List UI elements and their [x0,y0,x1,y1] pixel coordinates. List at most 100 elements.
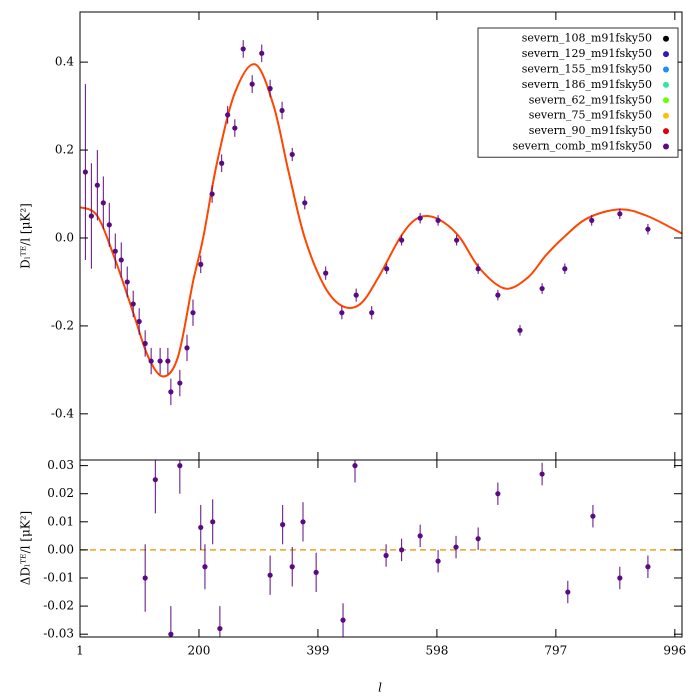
legend-label: severn_155_m91fsky50 [522,63,652,76]
data-point [219,160,225,166]
x-tick-label: 797 [544,644,567,658]
legend-label: severn_129_m91fsky50 [522,47,652,60]
legend-marker [663,128,669,135]
y-tick-label: 0.02 [47,486,74,500]
data-point [589,217,595,223]
y-tick-label: -0.01 [43,571,74,585]
data-point [323,270,329,276]
data-point [562,266,568,272]
y-tick-label: -0.02 [43,599,74,613]
legend-box [477,27,679,158]
y-tick-label: 0.0 [55,230,74,244]
legend-label: severn_75_m91fsky50 [529,109,652,122]
data-point [417,533,423,539]
y-axis-label: Dₗᵀᴱ/l [μK²] [19,203,33,269]
data-point [190,310,196,316]
data-point [177,380,183,386]
legend-label: severn_62_m91fsky50 [529,93,652,106]
data-point [475,536,481,542]
legend-marker [663,112,669,119]
data-point [232,125,238,131]
data-point [340,617,346,623]
data-point [184,345,190,351]
data-point [148,358,154,364]
data-point [617,211,623,217]
data-point [289,564,295,570]
data-point [198,524,204,531]
data-point [168,389,174,395]
data-point [210,519,216,525]
x-tick-label: 996 [663,644,686,658]
y-tick-label: 0.01 [47,514,74,528]
data-point [399,237,405,243]
legend-label: severn_90_m91fsky50 [529,124,652,137]
data-point [88,213,94,219]
data-point [539,471,545,477]
data-point [100,200,106,206]
y-axis-label: ΔDₗᵀᴱ/l [μK²] [19,511,33,585]
data-point [217,625,223,632]
data-point [435,558,441,564]
data-point [289,151,295,158]
data-point [130,301,136,307]
data-point [202,564,208,570]
data-point [590,513,596,519]
y-tick-label: 0.2 [55,143,74,157]
y-tick-label: -0.4 [51,406,75,420]
plot-area [80,460,682,637]
data-point [267,572,273,578]
legend-label: severn_186_m91fsky50 [522,78,652,91]
data-point [369,310,375,316]
x-tick-label: 598 [425,644,448,658]
data-point [82,169,88,175]
data-point [454,237,460,243]
data-point [383,552,389,559]
legend-marker [663,97,669,104]
data-point [302,200,308,206]
data-point [112,248,118,254]
data-point [198,261,204,267]
y-tick-label: -0.2 [51,318,74,332]
data-point [118,257,124,263]
x-tick-label: 399 [306,644,329,658]
data-point [124,279,130,285]
frame [79,459,683,638]
data-point [300,519,306,525]
data-point [417,215,423,221]
data-point [177,463,183,469]
x-axis-label: l [378,681,382,695]
plot-area [80,40,682,406]
data-point [353,292,359,298]
x-tick-label: 1 [76,644,84,658]
legend-label: severn_108_m91fsky50 [522,32,652,45]
data-point [495,292,501,298]
data-point [495,491,501,497]
x-tick-label: 200 [188,644,211,658]
data-point [165,358,171,364]
y-tick-label: 0.00 [47,542,74,556]
data-point [475,266,481,272]
data-point [313,569,319,575]
data-point [259,50,265,56]
data-point [280,522,286,528]
data-point [539,285,545,292]
y-tick-label: 0.03 [47,458,74,472]
data-point [267,85,273,92]
data-point [152,477,158,483]
legend-label: severn_comb_m91fsky50 [513,140,653,153]
data-point [209,191,215,197]
data-point [240,46,246,52]
data-point [142,575,148,581]
legend-marker [663,66,669,73]
data-point [279,107,285,114]
data-point [352,463,358,469]
data-point [617,575,623,581]
data-point [435,217,441,223]
data-point [517,327,523,333]
data-point [142,340,148,347]
legend-marker [663,81,669,88]
legend-marker [663,35,669,42]
data-point [94,182,100,188]
legend-marker [663,51,669,58]
